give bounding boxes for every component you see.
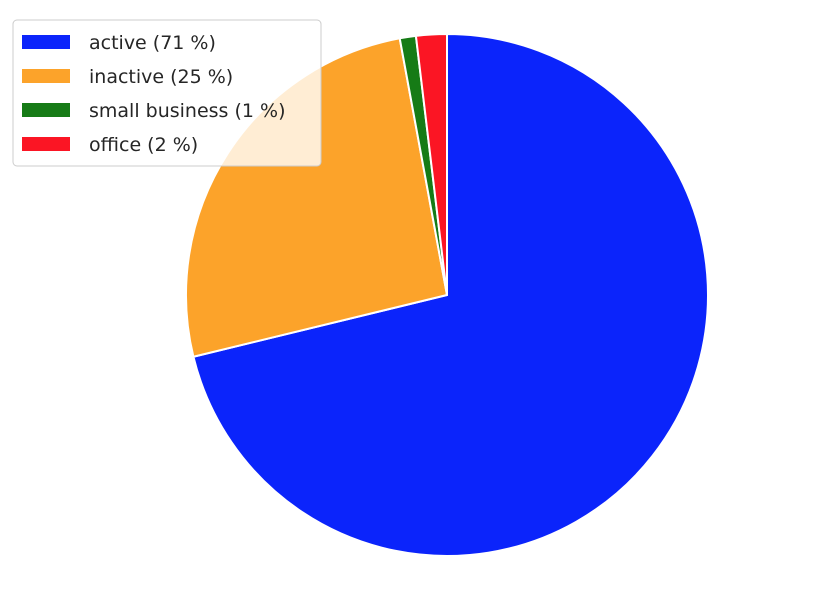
pie-slice-3	[414, 33, 448, 296]
legend-swatch-1	[22, 69, 70, 83]
legend-label-3: office (2 %)	[89, 134, 198, 156]
legend: active (71 %) inactive (25 %) small busine…	[12, 19, 322, 167]
pie-wedges	[185, 33, 709, 557]
pie-slice-0	[192, 33, 709, 557]
legend-label-1: inactive (25 %)	[89, 66, 233, 88]
legend-swatch-3	[22, 137, 70, 151]
legend-label-0: active (71 %)	[89, 32, 216, 54]
legend-frame	[12, 19, 322, 167]
legend-label-2: small business (1 %)	[89, 100, 286, 122]
legend-swatch-2	[22, 103, 70, 117]
legend-swatch-0	[22, 35, 70, 49]
